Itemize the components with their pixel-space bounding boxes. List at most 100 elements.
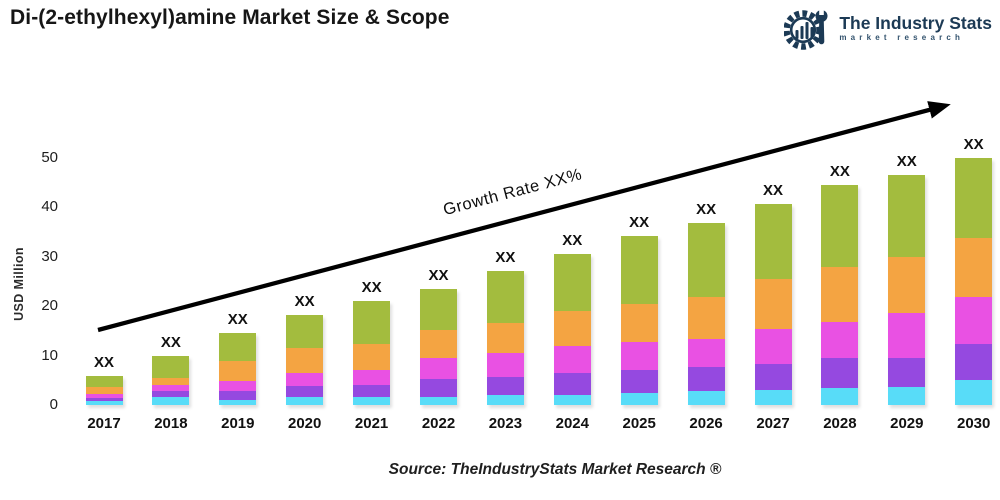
bar-segment-segment-5-green [888, 174, 926, 258]
bar-segment-segment-3-magenta [152, 384, 190, 392]
bar-segment-segment-3-magenta [687, 338, 725, 368]
bar-2021 [353, 301, 391, 405]
x-tick-label: 2022 [421, 415, 456, 432]
bar-segment-segment-4-orange [286, 347, 324, 373]
bar-segment-segment-3-magenta [888, 312, 926, 359]
bar-segment-segment-5-green [152, 355, 190, 378]
bar-segment-segment-5-green [754, 203, 792, 280]
y-tick-label: 30 [41, 247, 58, 265]
bar-segment-segment-1-cyan [286, 396, 324, 405]
bar-value-label: XX [428, 266, 449, 284]
bar-value-label: XX [93, 353, 114, 371]
bar-segment-segment-3-magenta [955, 296, 993, 345]
y-tick-label: 0 [49, 396, 58, 413]
bar-value-label: XX [629, 214, 650, 232]
bar-segment-segment-5-green [85, 375, 123, 387]
bar-segment-segment-3-magenta [420, 358, 457, 379]
bar-segment-segment-1-cyan [353, 397, 391, 405]
bar-value-label: XX [963, 135, 984, 153]
industry-stats-gear-wrench-icon [784, 7, 828, 50]
bar-segment-segment-2-purple [353, 384, 391, 398]
bar-segment-segment-4-orange [620, 303, 658, 342]
bar-value-label: XX [762, 181, 783, 199]
bar-segment-segment-2-purple [286, 385, 324, 397]
bar-segment-segment-1-cyan [955, 379, 993, 405]
y-tick-label: 10 [41, 346, 58, 364]
x-tick-label: 2023 [488, 415, 523, 432]
x-tick-label: 2030 [957, 415, 991, 432]
x-tick-label: 2018 [154, 415, 188, 432]
y-tick-label: 40 [41, 198, 58, 215]
bar-2030 [955, 157, 993, 405]
bar-segment-segment-2-purple [888, 358, 926, 388]
source-attribution: Source: TheIndustryStats Market Research… [388, 461, 722, 478]
bar-segment-segment-3-magenta [620, 341, 658, 370]
x-tick-label: 2017 [87, 415, 121, 432]
bar-segment-segment-2-purple [486, 376, 524, 396]
bar-2026 [687, 223, 725, 405]
x-tick-label: 2019 [221, 415, 255, 432]
bar-segment-segment-3-magenta [821, 322, 859, 359]
bar-segment-segment-4-orange [955, 237, 993, 297]
bar-segment-segment-4-orange [353, 343, 391, 371]
x-tick-label: 2020 [288, 415, 322, 432]
bar-segment-segment-3-magenta [219, 380, 257, 391]
bar-segment-segment-1-cyan [85, 401, 123, 405]
bar-segment-segment-5-green [687, 223, 725, 297]
bar-segment-segment-2-purple [553, 373, 591, 396]
bar-segment-segment-1-cyan [152, 397, 190, 405]
bar-2018 [152, 355, 190, 406]
bar-2025 [620, 236, 658, 405]
y-tick-label: 50 [41, 148, 58, 166]
bar-segment-segment-4-orange [888, 257, 926, 313]
bar-segment-segment-1-cyan [553, 395, 591, 405]
bar-segment-segment-4-orange [553, 311, 591, 346]
y-axis-title: USD Million [12, 247, 26, 321]
bar-value-label: XX [696, 201, 717, 219]
bar-segment-segment-2-purple [821, 358, 859, 389]
x-tick-label: 2029 [890, 415, 924, 432]
x-tick-label: 2028 [823, 415, 857, 432]
bar-segment-segment-2-purple [219, 390, 257, 400]
bar-2020 [286, 314, 324, 405]
bar-segment-segment-2-purple [620, 369, 658, 394]
bar-segment-segment-4-orange [152, 377, 190, 385]
x-tick-label: 2025 [622, 415, 656, 432]
bar-segment-segment-3-magenta [85, 393, 123, 399]
bar-segment-segment-5-green [620, 236, 658, 304]
bar-2017 [85, 375, 123, 405]
bar-value-label: XX [160, 333, 181, 351]
bar-segment-segment-2-purple [420, 378, 457, 397]
bar-segment-segment-5-green [821, 185, 859, 267]
x-tick-label: 2026 [689, 415, 723, 432]
bar-segment-segment-4-orange [486, 322, 524, 353]
bar-segment-segment-1-cyan [620, 393, 658, 405]
bar-value-label: XX [294, 292, 315, 310]
bar-segment-segment-4-orange [687, 296, 725, 339]
bar-segment-segment-3-magenta [754, 328, 792, 364]
x-tick-label: 2024 [555, 415, 589, 432]
bar-value-label: XX [495, 248, 516, 266]
brand-logo-text: The Industry Stats market research [839, 13, 992, 43]
bar-value-label: XX [227, 311, 248, 329]
bar-2024 [553, 254, 591, 405]
x-tick-label: 2027 [756, 415, 790, 432]
bar-2029 [888, 174, 926, 405]
bar-segment-segment-2-purple [687, 367, 725, 392]
brand-tagline: market research [839, 32, 965, 42]
bar-2023 [486, 270, 524, 405]
brand-logo: The Industry Stats market research [784, 3, 992, 53]
bar-segment-segment-3-magenta [286, 372, 324, 386]
bar-segment-segment-2-purple [955, 344, 993, 380]
bar-segment-segment-1-cyan [754, 389, 792, 405]
bar-2022 [420, 288, 457, 405]
bar-segment-segment-3-magenta [353, 370, 391, 385]
bar-value-label: XX [562, 232, 583, 250]
x-tick-label: 2021 [354, 415, 389, 432]
bar-value-label: XX [361, 279, 382, 297]
bar-segment-segment-5-green [553, 254, 591, 312]
bar-2028 [821, 185, 859, 405]
bar-segment-segment-1-cyan [888, 387, 926, 405]
bar-segment-segment-5-green [219, 333, 257, 361]
